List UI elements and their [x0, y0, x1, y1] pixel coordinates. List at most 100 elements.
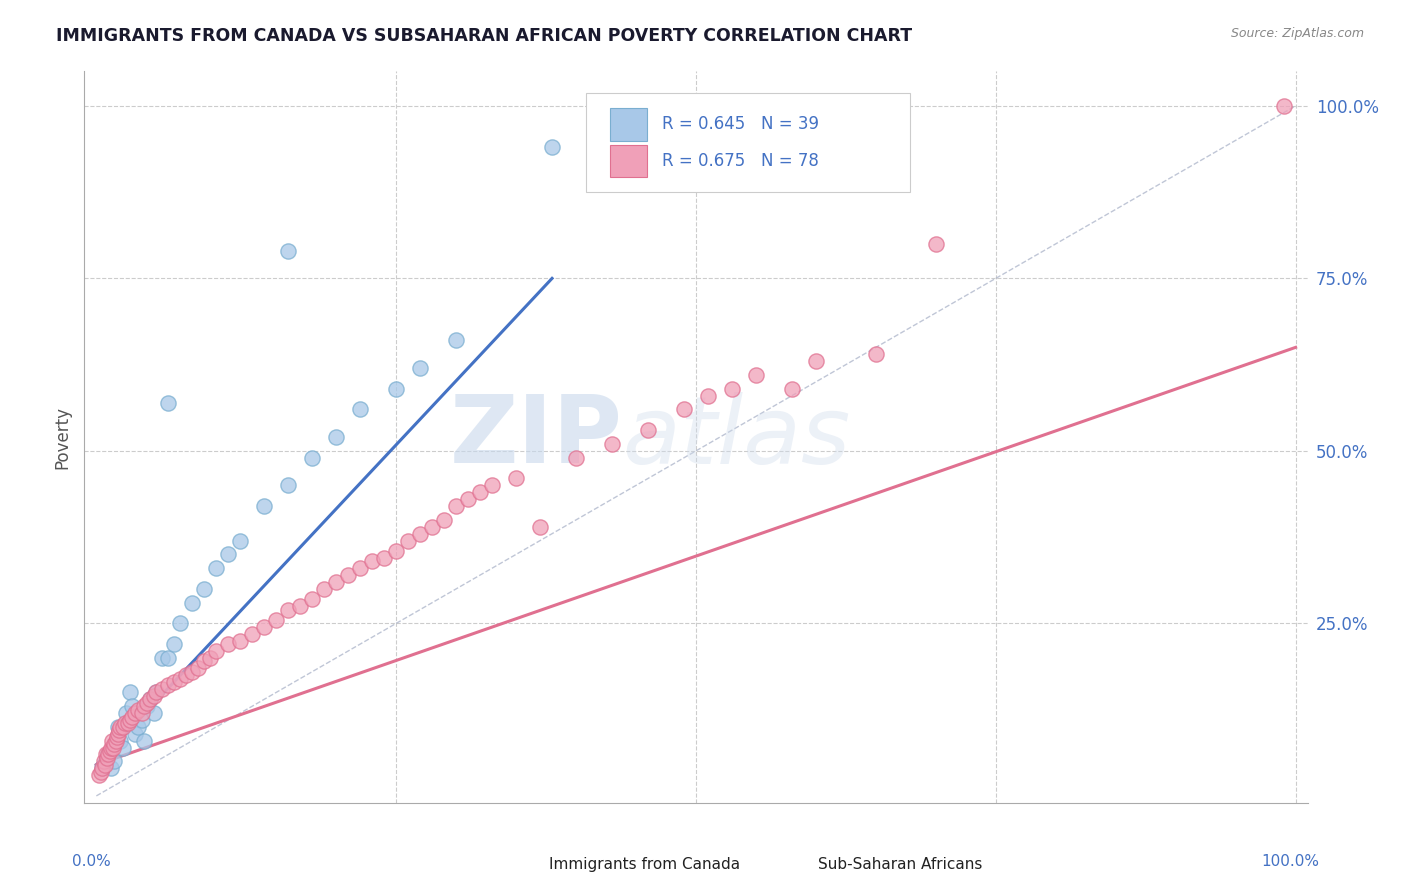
Point: [396, 533, 419, 548]
Point: [111, 720, 134, 734]
Point: [193, 582, 215, 596]
Point: [127, 720, 149, 734]
Point: [150, 651, 173, 665]
Text: ZIP: ZIP: [450, 391, 623, 483]
Point: [124, 727, 146, 741]
Point: [118, 713, 141, 727]
Point: [205, 644, 228, 658]
Point: [139, 692, 162, 706]
Point: [481, 478, 503, 492]
Point: [127, 703, 149, 717]
Point: [240, 626, 263, 640]
Point: [468, 485, 491, 500]
Point: [187, 661, 209, 675]
Point: [444, 334, 467, 348]
FancyBboxPatch shape: [586, 94, 910, 192]
Text: Sub-Saharan Africans: Sub-Saharan Africans: [818, 856, 983, 871]
Point: [94, 747, 117, 762]
Point: [157, 395, 180, 409]
Point: [131, 706, 153, 720]
Point: [290, 599, 312, 614]
Point: [108, 723, 131, 738]
Point: [721, 382, 744, 396]
Point: [349, 402, 371, 417]
Point: [217, 637, 239, 651]
Point: [142, 706, 165, 720]
Point: [169, 616, 191, 631]
Point: [325, 430, 347, 444]
Point: [301, 592, 323, 607]
Text: atlas: atlas: [623, 392, 851, 483]
Point: [565, 450, 588, 465]
Point: [97, 747, 120, 762]
FancyBboxPatch shape: [610, 108, 647, 141]
Point: [361, 554, 384, 568]
Text: R = 0.645   N = 39: R = 0.645 N = 39: [662, 115, 818, 134]
Point: [157, 678, 180, 692]
Point: [865, 347, 887, 361]
Point: [277, 478, 299, 492]
Point: [325, 574, 347, 589]
Point: [217, 548, 239, 562]
Point: [121, 699, 143, 714]
Point: [925, 236, 948, 251]
Point: [101, 733, 124, 747]
Point: [121, 709, 143, 723]
Point: [277, 602, 299, 616]
Point: [637, 423, 659, 437]
Point: [118, 685, 141, 699]
Point: [409, 361, 432, 376]
Text: 0.0%: 0.0%: [72, 854, 111, 869]
Point: [103, 737, 125, 751]
Point: [117, 716, 139, 731]
Point: [115, 706, 138, 720]
Point: [101, 740, 124, 755]
Point: [91, 761, 114, 775]
Point: [150, 681, 173, 696]
Point: [174, 668, 197, 682]
Point: [457, 492, 479, 507]
Point: [277, 244, 299, 258]
Point: [93, 757, 117, 772]
Y-axis label: Poverty: Poverty: [53, 406, 72, 468]
Point: [181, 665, 204, 679]
Point: [135, 696, 157, 710]
Text: IMMIGRANTS FROM CANADA VS SUBSAHARAN AFRICAN POVERTY CORRELATION CHART: IMMIGRANTS FROM CANADA VS SUBSAHARAN AFR…: [56, 27, 912, 45]
Point: [100, 761, 122, 775]
Point: [107, 727, 129, 741]
Point: [229, 533, 252, 548]
Point: [163, 675, 186, 690]
Point: [264, 613, 287, 627]
Point: [134, 733, 156, 747]
Point: [337, 568, 360, 582]
Point: [103, 755, 125, 769]
Point: [104, 733, 127, 747]
Point: [385, 544, 408, 558]
Point: [110, 720, 132, 734]
Point: [169, 672, 191, 686]
Point: [541, 140, 564, 154]
Point: [105, 731, 128, 745]
Point: [163, 637, 186, 651]
Point: [314, 582, 336, 596]
Point: [229, 633, 252, 648]
Point: [131, 713, 153, 727]
Point: [385, 382, 408, 396]
Point: [91, 761, 114, 775]
Point: [114, 716, 136, 731]
Point: [107, 720, 129, 734]
Point: [529, 520, 551, 534]
Point: [200, 651, 222, 665]
FancyBboxPatch shape: [513, 850, 540, 878]
Text: Source: ZipAtlas.com: Source: ZipAtlas.com: [1230, 27, 1364, 40]
Point: [444, 499, 467, 513]
Point: [205, 561, 228, 575]
Point: [253, 620, 276, 634]
Point: [804, 354, 827, 368]
Point: [87, 768, 110, 782]
Point: [145, 685, 167, 699]
Point: [672, 402, 695, 417]
Text: 100.0%: 100.0%: [1261, 854, 1320, 869]
Point: [135, 699, 157, 714]
Point: [181, 596, 204, 610]
